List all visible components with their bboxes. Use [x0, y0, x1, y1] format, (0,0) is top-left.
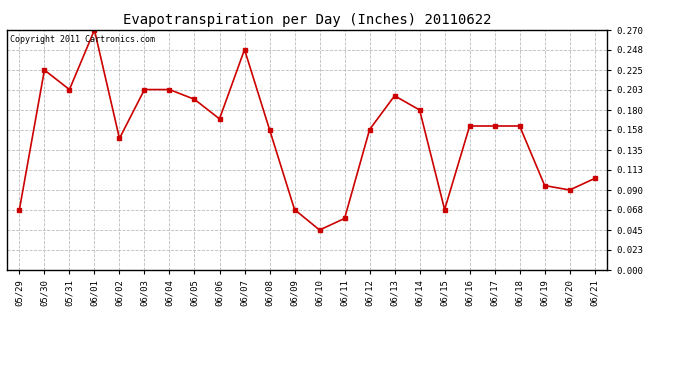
- Text: Copyright 2011 Cartronics.com: Copyright 2011 Cartronics.com: [10, 35, 155, 44]
- Title: Evapotranspiration per Day (Inches) 20110622: Evapotranspiration per Day (Inches) 2011…: [123, 13, 491, 27]
